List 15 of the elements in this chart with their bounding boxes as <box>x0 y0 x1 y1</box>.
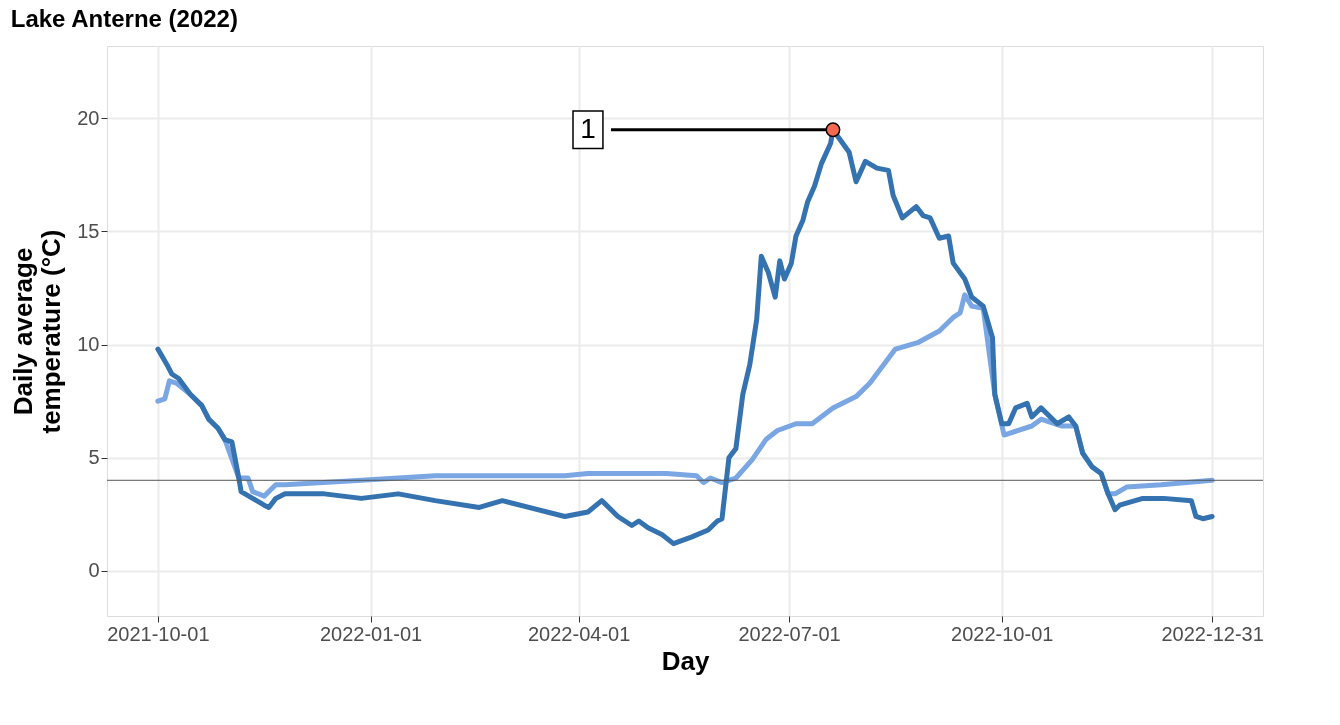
x-tick-label: 2022-07-01 <box>738 622 841 645</box>
chart-title: Lake Anterne (2022) <box>10 5 238 32</box>
y-tick-label: 15 <box>77 219 100 242</box>
y-tick-label: 5 <box>88 446 100 469</box>
y-tick-label: 20 <box>77 106 100 129</box>
x-tick-label: 2022-10-01 <box>951 622 1054 645</box>
x-tick-label: 2021-10-01 <box>107 622 210 645</box>
y-axis-title: Daily average temperature (°C) <box>8 229 67 434</box>
x-tick-label: 2022-01-01 <box>319 622 423 645</box>
y-tick-label: 10 <box>77 333 100 356</box>
x-axis-title: Day <box>661 645 710 676</box>
x-tick-label: 2022-04-01 <box>527 622 631 645</box>
x-tick-label: 2022-12-31 <box>1161 622 1264 645</box>
annotation: 1 <box>580 112 596 144</box>
y-tick-label: 0 <box>88 559 100 582</box>
